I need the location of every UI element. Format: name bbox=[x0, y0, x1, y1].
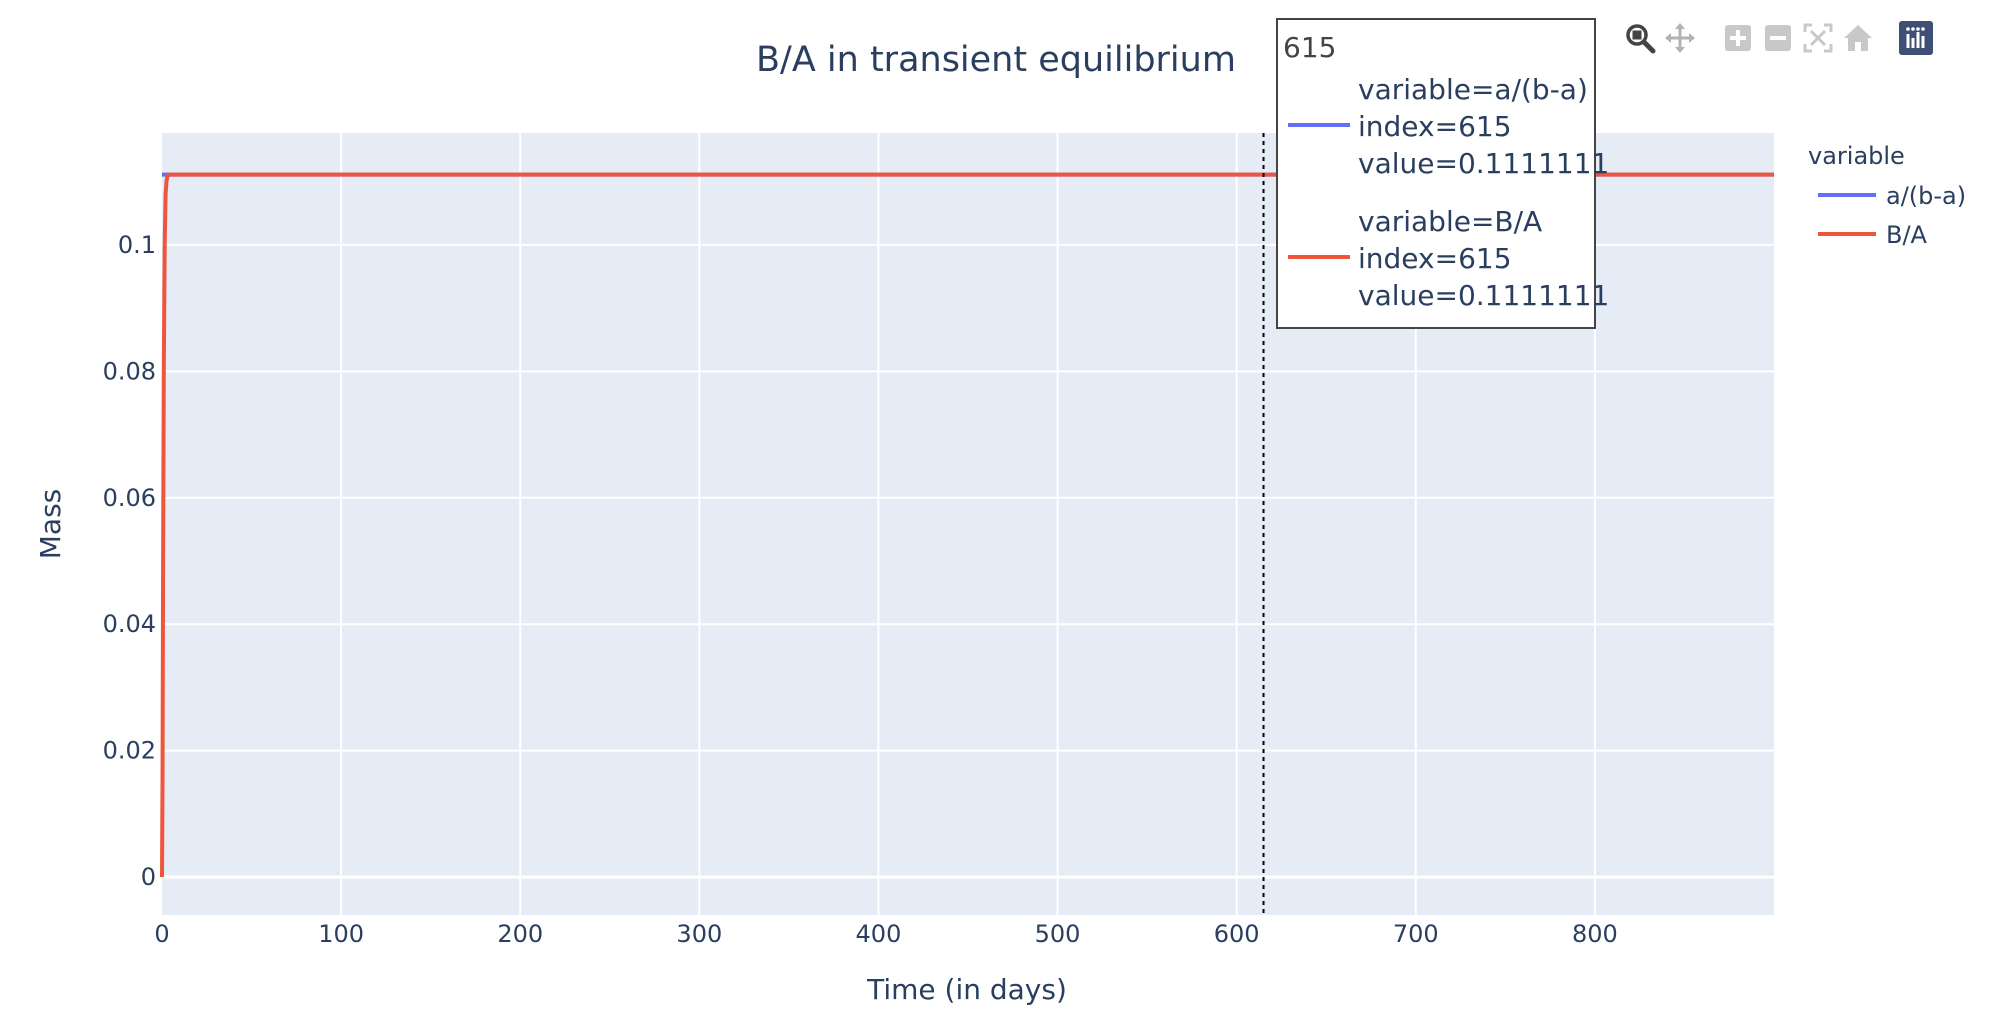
y-tick-label: 0.08 bbox=[103, 357, 156, 385]
x-tick-label: 300 bbox=[676, 920, 722, 948]
legend-label-b-a: B/A bbox=[1886, 221, 1928, 249]
hover-header: 615 bbox=[1283, 31, 1336, 64]
hover-entry-0-line-0: variable=a/(b-a) bbox=[1358, 73, 1588, 106]
x-axis-title: Time (in days) bbox=[866, 973, 1067, 1006]
legend-label-a-b-a: a/(b-a) bbox=[1886, 182, 1966, 210]
y-tick-label: 0.02 bbox=[103, 737, 156, 765]
hover-tooltip-box bbox=[1276, 18, 1596, 329]
y-tick-label: 0.04 bbox=[103, 610, 156, 638]
y-tick-label: 0 bbox=[141, 863, 156, 891]
x-tick-label: 200 bbox=[497, 920, 543, 948]
hover-tooltip: 615 variable=a/(b-a) index=615 value=0.1… bbox=[1276, 18, 1609, 329]
hover-entry-0-line-1: index=615 bbox=[1358, 110, 1512, 143]
x-tick-label: 800 bbox=[1572, 920, 1618, 948]
chart-title: B/A in transient equilibrium bbox=[756, 40, 1236, 80]
modebar-gap bbox=[1700, 18, 1718, 58]
x-tick-label: 0 bbox=[154, 920, 169, 948]
modebar bbox=[1620, 18, 1936, 58]
y-gridlines bbox=[162, 243, 1774, 879]
hover-entry-0-line-2: value=0.1111111 bbox=[1358, 147, 1609, 180]
zoom-out-icon[interactable] bbox=[1758, 18, 1798, 58]
y-tick-label: 0.06 bbox=[103, 484, 156, 512]
modebar-gap bbox=[1878, 18, 1896, 58]
hover-entry-1-line-2: value=0.1111111 bbox=[1358, 279, 1609, 312]
hover-entry-1-line-1: index=615 bbox=[1358, 242, 1512, 275]
zoom-in-icon[interactable] bbox=[1718, 18, 1758, 58]
reset-axes-icon[interactable] bbox=[1838, 18, 1878, 58]
pan-icon[interactable] bbox=[1660, 18, 1700, 58]
x-tick-labels: 0 100 200 300 400 500 600 700 800 bbox=[154, 920, 1617, 948]
legend-item-a-b-a[interactable]: a/(b-a) bbox=[1818, 182, 1966, 210]
x-tick-label: 100 bbox=[318, 920, 364, 948]
hover-entry-1-line-0: variable=B/A bbox=[1358, 205, 1542, 238]
y-tick-label: 0.1 bbox=[118, 231, 156, 259]
plotly-logo-icon[interactable] bbox=[1896, 18, 1936, 58]
legend-title: variable bbox=[1808, 142, 1905, 170]
y-tick-labels: 0 0.02 0.04 0.06 0.08 0.1 bbox=[103, 231, 156, 891]
autoscale-icon[interactable] bbox=[1798, 18, 1838, 58]
series-line-1 bbox=[160, 172, 1774, 878]
legend: variable a/(b-a) B/A bbox=[1808, 142, 1966, 249]
y-axis-title: Mass bbox=[34, 489, 67, 560]
legend-item-b-a[interactable]: B/A bbox=[1818, 221, 1928, 249]
x-tick-label: 500 bbox=[1035, 920, 1081, 948]
zoom-icon[interactable] bbox=[1620, 18, 1660, 58]
x-tick-label: 400 bbox=[856, 920, 902, 948]
x-tick-label: 600 bbox=[1214, 920, 1260, 948]
x-tick-label: 700 bbox=[1393, 920, 1439, 948]
